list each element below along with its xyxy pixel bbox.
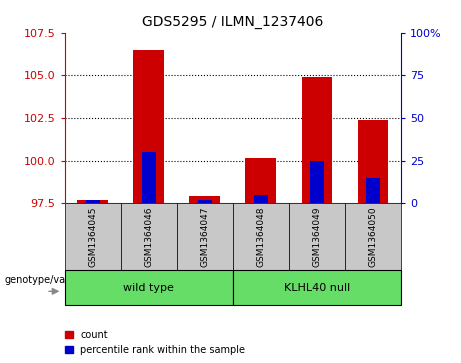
Text: wild type: wild type bbox=[123, 283, 174, 293]
Bar bbox=[133, 50, 164, 203]
Bar bbox=[310, 160, 324, 203]
Bar bbox=[245, 158, 276, 203]
Text: genotype/variation: genotype/variation bbox=[5, 276, 97, 285]
Bar bbox=[301, 77, 332, 203]
Text: GSM1364049: GSM1364049 bbox=[313, 207, 321, 267]
Bar bbox=[142, 152, 156, 203]
Text: GSM1364048: GSM1364048 bbox=[256, 207, 266, 267]
Bar bbox=[198, 200, 212, 203]
Title: GDS5295 / ILMN_1237406: GDS5295 / ILMN_1237406 bbox=[142, 15, 324, 29]
Bar bbox=[358, 120, 389, 203]
Text: GSM1364046: GSM1364046 bbox=[144, 207, 153, 267]
Bar bbox=[254, 195, 268, 203]
Legend: count, percentile rank within the sample: count, percentile rank within the sample bbox=[65, 330, 245, 355]
Text: GSM1364050: GSM1364050 bbox=[368, 207, 378, 267]
Text: GSM1364045: GSM1364045 bbox=[88, 207, 97, 267]
Text: GSM1364047: GSM1364047 bbox=[200, 207, 209, 267]
Bar bbox=[77, 200, 108, 203]
Bar bbox=[86, 200, 100, 203]
Bar bbox=[189, 196, 220, 203]
Bar bbox=[366, 178, 380, 203]
Text: KLHL40 null: KLHL40 null bbox=[284, 283, 350, 293]
